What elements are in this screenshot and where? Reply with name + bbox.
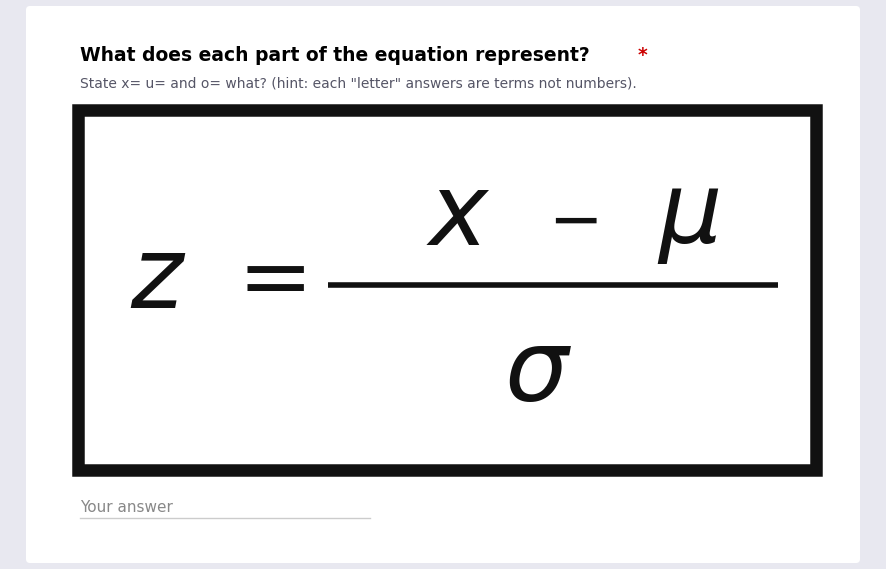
Text: State x= u= and o= what? (hint: each "letter" answers are terms not numbers).: State x= u= and o= what? (hint: each "le… (80, 76, 637, 90)
Text: What does each part of the equation represent?: What does each part of the equation repr… (80, 46, 590, 64)
Text: *: * (638, 46, 648, 64)
Text: $\sigma$: $\sigma$ (504, 324, 572, 422)
FancyBboxPatch shape (26, 6, 860, 563)
Text: $\mathit{z}$: $\mathit{z}$ (129, 232, 186, 328)
Text: $-$: $-$ (548, 190, 598, 254)
FancyBboxPatch shape (78, 110, 816, 470)
Text: $=$: $=$ (221, 236, 306, 324)
Text: $\mathit{x}$: $\mathit{x}$ (425, 168, 490, 266)
Text: Your answer: Your answer (80, 500, 173, 514)
Text: $\mu$: $\mu$ (657, 168, 719, 266)
